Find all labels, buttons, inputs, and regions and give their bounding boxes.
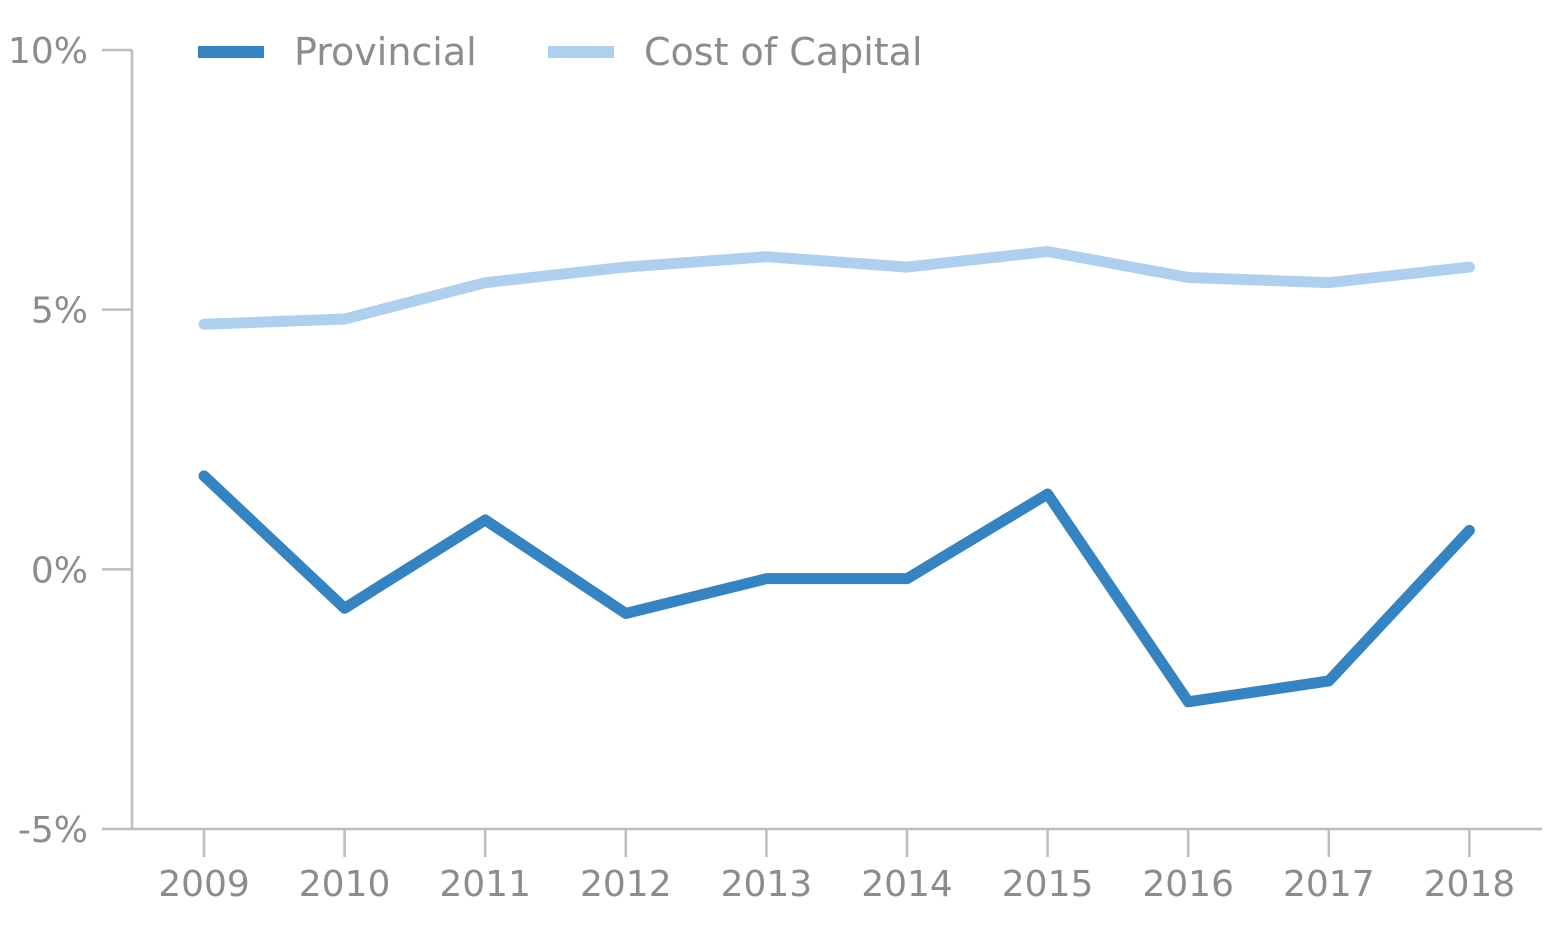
y-tick-label: 10% bbox=[8, 31, 88, 72]
legend-label-provincial: Provincial bbox=[294, 30, 477, 74]
x-tick-label: 2012 bbox=[580, 864, 672, 905]
legend: Provincial Cost of Capital bbox=[198, 30, 923, 74]
x-tick-label: 2016 bbox=[1142, 864, 1234, 905]
series-line-cost-of-capital bbox=[198, 246, 1475, 330]
x-tick-label: 2010 bbox=[299, 864, 391, 905]
axes: -5% 0% 5% 10% 2009 2010 2011 2012 2013 2014 2015 20… bbox=[8, 31, 1542, 905]
y-tick-label: 0% bbox=[31, 550, 88, 591]
x-tick-label: 2017 bbox=[1283, 864, 1375, 905]
y-tick-label: 5% bbox=[31, 291, 88, 332]
x-tick-label: 2009 bbox=[158, 864, 250, 905]
x-tick-label: 2013 bbox=[721, 864, 813, 905]
x-tick-label: 2011 bbox=[439, 864, 531, 905]
x-tick-label: 2018 bbox=[1424, 864, 1516, 905]
series-line-provincial bbox=[198, 470, 1475, 708]
y-tick-label: -5% bbox=[18, 810, 88, 851]
series-layer bbox=[198, 246, 1475, 708]
legend-label-cost-of-capital: Cost of Capital bbox=[644, 30, 923, 74]
x-tick-label: 2014 bbox=[861, 864, 953, 905]
x-tick-label: 2015 bbox=[1002, 864, 1094, 905]
